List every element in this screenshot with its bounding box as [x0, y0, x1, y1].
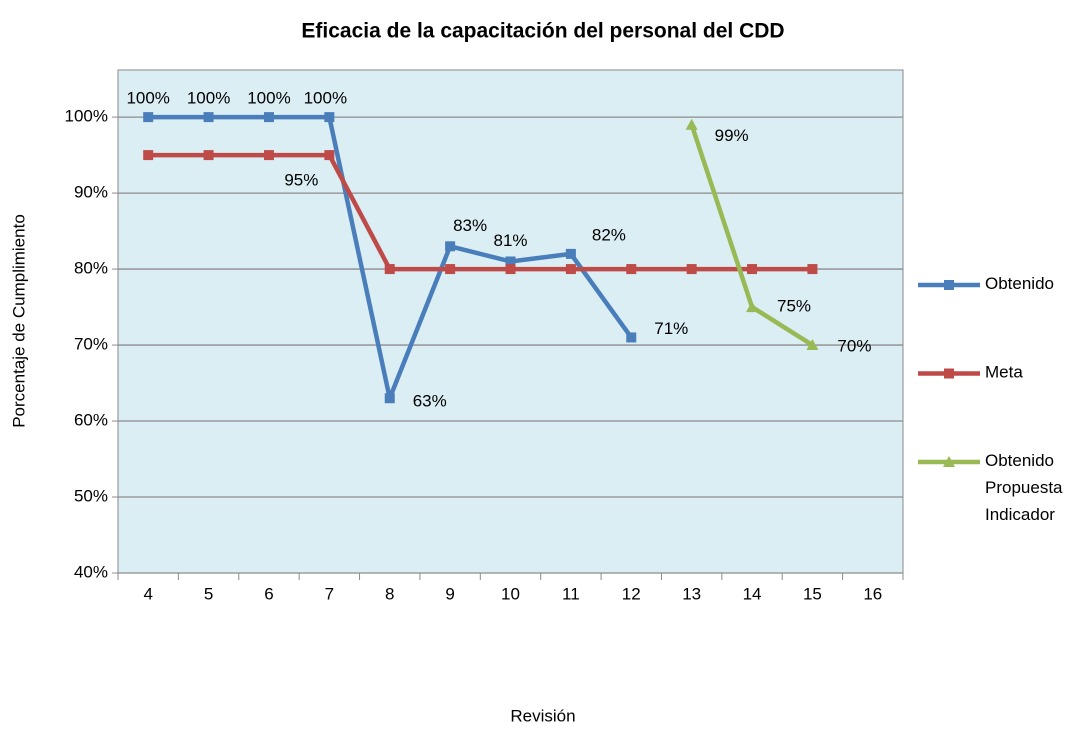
data-label: 100% [126, 89, 169, 108]
marker [806, 339, 819, 351]
legend-marker [944, 280, 954, 290]
x-tick-label: 4 [143, 584, 152, 603]
y-tick-label: 90% [74, 183, 108, 202]
marker [324, 112, 335, 123]
legend-marker [943, 456, 955, 467]
legend-label: Meta [985, 363, 1023, 382]
marker [505, 264, 516, 275]
y-tick-label: 40% [74, 562, 108, 581]
data-label: 95% [284, 171, 318, 190]
marker [203, 150, 214, 161]
marker [263, 112, 274, 123]
marker [203, 112, 214, 123]
data-label: 71% [654, 319, 688, 338]
marker [143, 112, 154, 123]
marker [685, 118, 698, 130]
data-label: 81% [493, 231, 527, 250]
legend-label: Obtenido [985, 274, 1054, 293]
x-tick-label: 6 [264, 584, 273, 603]
series-line [148, 152, 813, 272]
x-tick-label: 11 [562, 584, 580, 603]
marker [807, 264, 818, 275]
x-tick-label: 5 [204, 584, 213, 603]
chart-title: Eficacia de la capacitación del personal… [301, 20, 784, 43]
data-label: 70% [837, 337, 871, 356]
x-tick-label: 16 [863, 584, 882, 603]
x-tick-label: 13 [682, 584, 701, 603]
legend-marker [944, 368, 954, 379]
data-label: 100% [247, 89, 290, 108]
y-tick-label: 70% [74, 335, 108, 354]
marker [384, 393, 395, 404]
y-tick-label: 50% [74, 487, 108, 506]
x-tick-label: 12 [622, 584, 641, 603]
y-tick-label: 100% [65, 107, 108, 126]
marker [747, 264, 758, 275]
marker [626, 264, 637, 275]
data-label: 83% [453, 216, 487, 235]
x-tick-label: 8 [385, 584, 394, 603]
x-axis-title: Revisión [510, 706, 575, 725]
data-label: 63% [413, 392, 447, 411]
data-label: 100% [304, 89, 347, 108]
x-tick-label: 9 [445, 584, 454, 603]
marker [565, 264, 576, 275]
marker [445, 241, 456, 252]
marker [384, 264, 395, 275]
marker [143, 150, 154, 161]
marker [686, 264, 697, 275]
x-tick-label: 14 [743, 584, 762, 603]
marker [626, 332, 637, 343]
data-label: 75% [777, 297, 811, 316]
marker [505, 256, 516, 267]
marker [746, 301, 759, 313]
x-tick-label: 7 [325, 584, 334, 603]
data-label: 82% [592, 225, 626, 244]
x-tick-label: 10 [501, 584, 520, 603]
marker [263, 150, 274, 161]
legend-label: Obtenido Propuesta Indicador [985, 451, 1063, 524]
data-label: 100% [187, 89, 230, 108]
marker [445, 264, 456, 275]
y-axis-title: Porcentaje de Cumplimiento [9, 214, 28, 428]
marker [565, 248, 576, 259]
y-tick-label: 60% [74, 411, 108, 430]
x-tick-label: 15 [803, 584, 822, 603]
y-tick-label: 80% [74, 259, 108, 278]
marker [324, 150, 335, 161]
data-label: 99% [715, 126, 749, 145]
